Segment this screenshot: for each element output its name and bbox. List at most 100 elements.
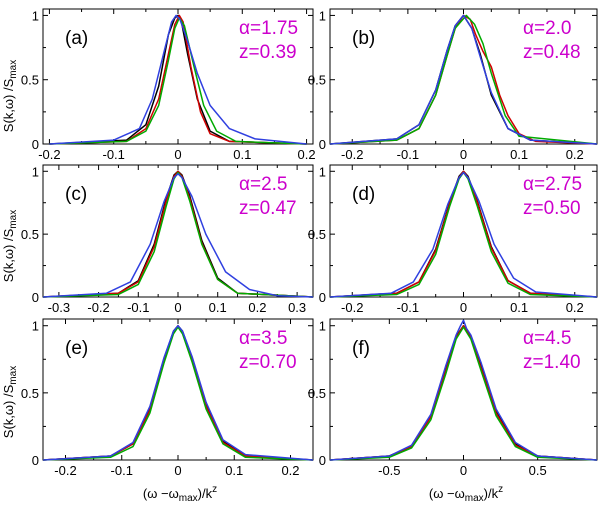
y-tick-label: 0.5: [21, 227, 39, 242]
series-line: [42, 326, 314, 461]
x-tick-label: 0.1: [233, 147, 251, 162]
x-tick-label: 0.1: [510, 147, 528, 162]
y-tick-label: 1: [319, 8, 326, 23]
x-axis-title-pre: (ω −ω: [429, 486, 465, 501]
x-axis-title-sub: max: [179, 493, 198, 504]
alpha-label: α=4.5: [523, 328, 572, 349]
x-tick-label: 0: [460, 147, 467, 162]
panel-e: -0.2 -0.1 0 0.1 0.2 0 0.5 1 (e) α=3.5 z=0.70: [21, 318, 314, 478]
alpha-label: α=2.5: [239, 174, 288, 195]
y-tick-label: 1: [319, 164, 326, 179]
panel-c: -0.3 -0.2 -0.1 0 0.1 0.2 0.3 0 0.5 1 (c) α=2.5 z=0.4…: [21, 164, 314, 315]
x-tick-label: 0.1: [225, 463, 243, 478]
x-tick-label: 0.2: [248, 300, 266, 315]
series-line: [329, 170, 598, 298]
x-tick-label: -0.3: [48, 300, 70, 315]
panel-b: -0.2 -0.1 0 0.1 0.2 0 0.5 1 (b) α=2.0 z=0.48: [308, 8, 598, 162]
x-tick-label: 0.1: [510, 300, 528, 315]
x-tick-label: -0.1: [111, 463, 133, 478]
y-tick-label: 0: [32, 290, 39, 305]
x-tick-label: 0.2: [566, 300, 584, 315]
alpha-label: α=2.75: [523, 174, 582, 195]
panel-d: -0.2 -0.1 0 0.1 0.2 0 0.5 1 (d) α=2.75 z=0.50: [308, 164, 598, 315]
x-tick-label: -0.2: [54, 463, 76, 478]
panel-f: -0.5 0 0.5 0 0.5 1 (f) α=4.5 z=1.40: [308, 318, 598, 478]
y-tick-label: 0: [319, 290, 326, 305]
x-tick-label: 0: [174, 463, 181, 478]
x-axis-title-post: )/k: [484, 486, 499, 501]
y-tick-label: 0.5: [308, 73, 326, 88]
y-tick-label: 1: [32, 8, 39, 23]
panel-a: -0.2 -0.1 0 0.1 0.2 0 0.5 1 (a) α=1.75 z=0.39: [21, 8, 316, 162]
x-tick-label: -0.2: [341, 300, 363, 315]
y-axis-title-sub: max: [8, 210, 19, 229]
series-line: [329, 319, 598, 461]
x-tick-label: -0.2: [38, 147, 60, 162]
x-tick-label: -0.1: [103, 147, 125, 162]
y-tick-label: 1: [32, 319, 39, 334]
series-line: [49, 14, 307, 145]
x-tick-label: 0.1: [209, 300, 227, 315]
svg-text:(ω −ωmax)/kz: (ω −ωmax)/kz: [429, 484, 503, 504]
y-tick-label: 0.5: [21, 73, 39, 88]
series-line: [42, 324, 314, 461]
y-tick-label: 0: [32, 137, 39, 152]
z-label: z=0.48: [523, 42, 581, 63]
x-tick-label: -0.1: [397, 147, 419, 162]
svg-text:S(k,ω) /Smax: S(k,ω) /Smax: [1, 210, 19, 282]
x-tick-label: 0: [174, 300, 181, 315]
x-tick-label: 0: [174, 147, 181, 162]
y-axis-title-sub: max: [8, 60, 19, 79]
y-tick-label: 0: [319, 453, 326, 468]
panel-label: (b): [352, 28, 375, 49]
svg-text:S(k,ω) /Smax: S(k,ω) /Smax: [1, 60, 19, 132]
x-tick-label: -0.1: [397, 300, 419, 315]
z-label: z=0.70: [239, 352, 297, 373]
alpha-label: α=3.5: [239, 328, 288, 349]
x-tick-label: 0: [460, 463, 467, 478]
series-line: [329, 326, 598, 461]
x-tick-label: 0.2: [566, 147, 584, 162]
y-axis-title-text: S(k,ω) /S: [1, 384, 16, 438]
x-tick-label: 0: [460, 300, 467, 315]
panel-label: (e): [65, 338, 88, 359]
x-axis-title-right: (ω −ωmax)/kz: [429, 484, 503, 504]
y-tick-label: 1: [319, 319, 326, 334]
y-tick-label: 1: [32, 164, 39, 179]
y-axis-title-sub: max: [8, 366, 19, 385]
y-tick-label: 0: [32, 453, 39, 468]
y-axis-title-top: S(k,ω) /Smax: [1, 60, 19, 132]
series-line: [329, 14, 598, 145]
series-line: [42, 171, 314, 298]
y-tick-label: 0: [319, 137, 326, 152]
y-tick-label: 0.5: [308, 227, 326, 242]
y-axis-title-bottom: S(k,ω) /Smax: [1, 366, 19, 438]
panel-label: (c): [65, 184, 87, 205]
x-tick-label: 0.3: [288, 300, 306, 315]
x-tick-label: 0.5: [529, 463, 547, 478]
series-line: [329, 14, 598, 145]
x-axis-title-post: )/k: [198, 486, 213, 501]
x-axis-title-pre: (ω −ω: [143, 486, 179, 501]
z-label: z=1.40: [523, 352, 581, 373]
alpha-label: α=1.75: [239, 18, 298, 39]
x-axis-title-sup: z: [212, 484, 217, 495]
x-tick-label: -0.1: [127, 300, 149, 315]
panel-label: (f): [352, 338, 370, 359]
x-tick-label: 0.2: [298, 147, 316, 162]
y-axis-title-middle: S(k,ω) /Smax: [1, 210, 19, 282]
z-label: z=0.47: [239, 198, 297, 219]
y-axis-title-text: S(k,ω) /S: [1, 78, 16, 132]
series-line: [49, 14, 307, 145]
panel-label: (a): [65, 28, 88, 49]
panels: -0.2 -0.1 0 0.1 0.200.51(a) α=1.75z=0.39-0.2-…: [21, 8, 598, 478]
series-line: [49, 14, 307, 145]
x-tick-label: -0.5: [378, 463, 400, 478]
z-label: z=0.39: [239, 42, 297, 63]
x-tick-label: -0.2: [341, 147, 363, 162]
y-tick-label: 0.5: [308, 386, 326, 401]
y-tick-label: 0.5: [21, 386, 39, 401]
x-axis-title-left: (ω −ωmax)/kz: [143, 484, 217, 504]
x-axis-title-sup: z: [498, 484, 503, 495]
